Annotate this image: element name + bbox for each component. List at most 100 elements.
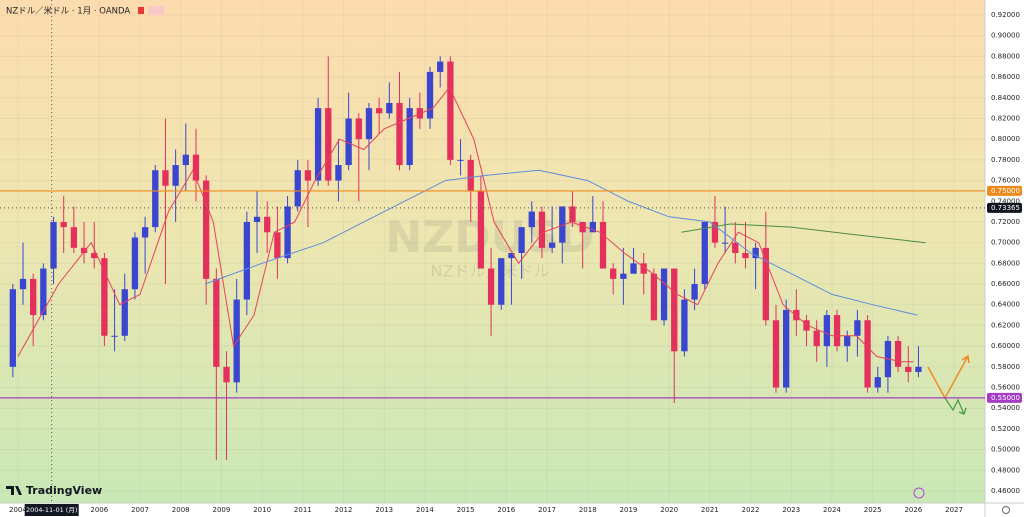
- candle-body: [793, 309, 800, 321]
- y-tick-label: 0.66000: [991, 280, 1020, 288]
- y-tick-label: 0.72000: [991, 218, 1020, 226]
- candle-body: [304, 170, 312, 181]
- candle-body: [162, 170, 169, 186]
- candle-body: [823, 315, 831, 347]
- candle-body: [223, 366, 230, 383]
- candle-body: [396, 102, 403, 166]
- candle-body: [477, 190, 485, 269]
- candle-body: [650, 273, 658, 321]
- x-tick-label: 2020: [660, 506, 678, 514]
- candle-body: [721, 242, 729, 244]
- candle-body: [457, 159, 464, 161]
- y-tick-label: 0.64000: [991, 301, 1020, 309]
- x-tick-label: 2025: [864, 506, 882, 514]
- x-tick-label: 2012: [335, 506, 353, 514]
- candle-body: [528, 211, 535, 228]
- x-tick-label: 2026: [904, 506, 922, 514]
- y-tick-label: 0.56000: [991, 384, 1020, 392]
- candle-body: [80, 247, 88, 254]
- candle-body: [742, 253, 749, 259]
- candle-body: [294, 170, 301, 207]
- candle-body: [375, 108, 383, 114]
- x-tick-label: 2015: [457, 506, 475, 514]
- crosshair-label-box: [24, 504, 79, 516]
- candle-body: [406, 108, 413, 166]
- y-tick-label: 0.80000: [991, 135, 1020, 143]
- x-tick-label: 2014: [416, 506, 434, 514]
- y-tick-label: 0.52000: [991, 425, 1020, 433]
- time-axis: [0, 503, 985, 517]
- indicator-toggle[interactable]: [148, 6, 164, 15]
- x-tick-label: 2006: [90, 506, 108, 514]
- x-tick-label: 2024: [823, 506, 841, 514]
- candle-body: [284, 206, 291, 259]
- level-label-box: [987, 392, 1022, 403]
- candle-body: [426, 71, 434, 119]
- candle-body: [691, 284, 698, 300]
- moving-average: [681, 223, 926, 244]
- y-tick-label: 0.60000: [991, 342, 1020, 350]
- candle-body: [874, 377, 881, 388]
- event-icon[interactable]: [913, 487, 925, 499]
- x-tick-label: 2004: [9, 506, 27, 514]
- candle-body: [30, 278, 37, 316]
- y-tick-label: 0.76000: [991, 177, 1020, 185]
- candle-body: [579, 221, 586, 233]
- x-tick-label: 2023: [782, 506, 800, 514]
- candle-body: [101, 258, 108, 336]
- level-label-box: [987, 185, 1022, 196]
- y-tick-label: 0.74000: [991, 197, 1020, 205]
- candle-body: [40, 268, 47, 316]
- candle-body: [762, 247, 769, 321]
- candle-body: [50, 221, 57, 269]
- y-tick-label: 0.62000: [991, 321, 1020, 329]
- candle-body: [274, 232, 281, 259]
- candle-body: [915, 366, 922, 372]
- candle-body: [345, 118, 352, 166]
- candle-body: [569, 206, 576, 222]
- x-tick-label: 2013: [375, 506, 393, 514]
- x-tick-label: 2018: [579, 506, 597, 514]
- y-tick-label: 0.48000: [991, 466, 1020, 474]
- candle-body: [508, 253, 515, 259]
- candle-body: [630, 263, 637, 274]
- x-tick-label: 2017: [538, 506, 556, 514]
- candle-body: [111, 335, 118, 337]
- candle-body: [671, 268, 678, 352]
- forecast-arrow: [944, 397, 967, 415]
- level-label: 0.55000: [991, 394, 1020, 402]
- candle-body: [487, 268, 495, 305]
- moving-average: [17, 86, 914, 363]
- candle-body: [355, 118, 362, 140]
- candle-body: [711, 221, 719, 243]
- candle-body: [447, 61, 454, 160]
- candle-body: [660, 268, 668, 321]
- candle-body: [365, 108, 373, 140]
- candle-body: [19, 278, 27, 290]
- x-tick-label: 2010: [253, 506, 271, 514]
- y-tick-label: 0.84000: [991, 94, 1020, 102]
- x-tick-label: 2011: [294, 506, 312, 514]
- candle-body: [844, 335, 851, 347]
- plot-background: [0, 0, 985, 503]
- settings-icon[interactable]: [1002, 506, 1010, 514]
- y-tick-label: 0.54000: [991, 404, 1020, 412]
- y-tick-label: 0.58000: [991, 363, 1020, 371]
- candle-body: [864, 320, 871, 388]
- candle-body: [813, 330, 820, 347]
- flag-icon[interactable]: [138, 7, 144, 14]
- brand-logo: TradingView: [6, 484, 102, 497]
- x-tick-label: 2009: [213, 506, 231, 514]
- candle-body: [335, 165, 342, 181]
- candle-body: [701, 221, 708, 285]
- candle-body: [141, 227, 149, 238]
- candle-body: [264, 216, 271, 233]
- y-tick-label: 0.46000: [991, 487, 1020, 495]
- candle-body: [518, 227, 525, 254]
- y-tick-label: 0.70000: [991, 239, 1020, 247]
- crosshair-label: 2004-11-01 (月): [26, 506, 77, 514]
- candle-body: [437, 61, 444, 72]
- candle-body: [203, 180, 210, 279]
- candle-body: [905, 366, 912, 372]
